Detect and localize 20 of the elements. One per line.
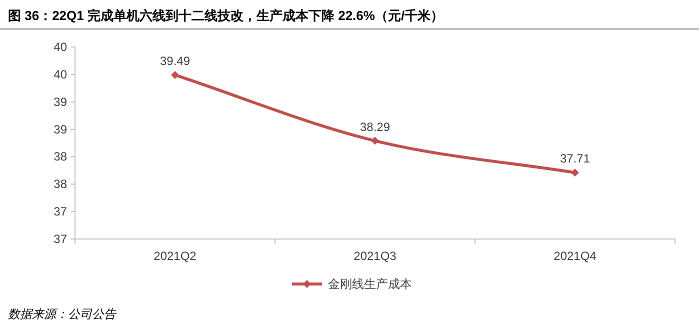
data-label: 39.49: [160, 54, 190, 68]
y-tick-label: 37: [54, 232, 68, 246]
chart-title: 图 36：22Q1 完成单机六线到十二线技改，生产成本下降 22.6%（元/千米）: [8, 8, 444, 23]
x-tick-label: 2021Q3: [354, 249, 397, 263]
data-label: 37.71: [560, 152, 590, 166]
y-tick-label: 39: [54, 122, 68, 136]
x-tick-label: 2021Q2: [154, 249, 197, 263]
x-tick-label: 2021Q4: [554, 249, 597, 263]
point: [571, 168, 579, 177]
y-tick-label: 40: [54, 40, 68, 54]
y-tick-label: 38: [54, 177, 68, 192]
point: [171, 70, 179, 79]
y-tick-label: 39: [54, 94, 68, 109]
y-tick-label: 38: [54, 150, 68, 164]
y-tick-label: 40: [54, 67, 68, 82]
y-tick-label: 37: [54, 204, 68, 219]
data-label: 38.29: [360, 120, 390, 134]
point: [371, 136, 379, 145]
source-note: 数据来源：公司公告: [8, 307, 117, 321]
legend-label: 金刚线生产成本: [328, 277, 412, 291]
